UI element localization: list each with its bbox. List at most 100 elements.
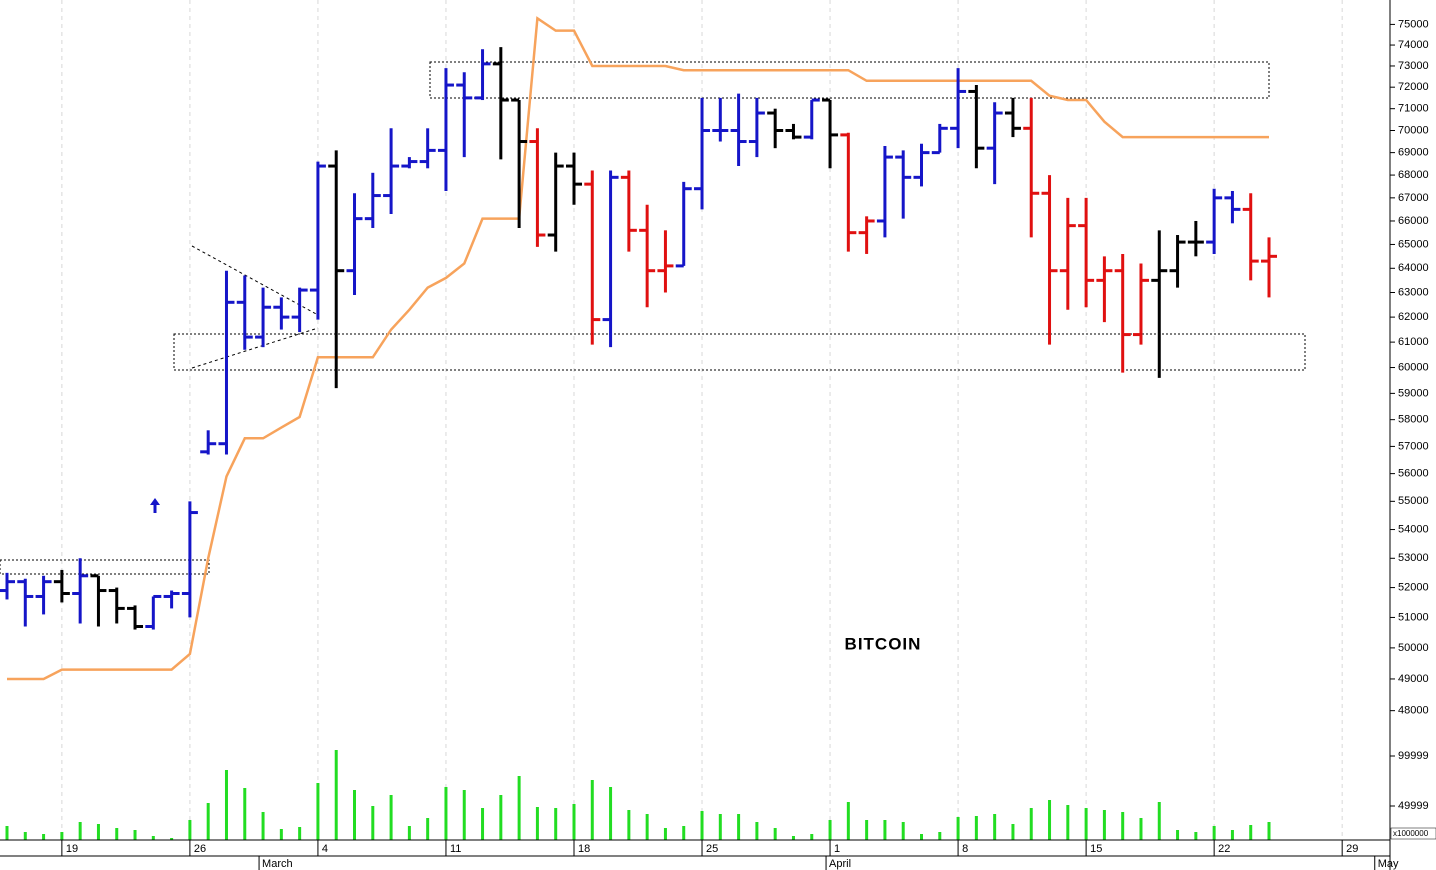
- ohlc-bar: [822, 98, 839, 169]
- ohlc-bar: [767, 108, 784, 149]
- ohlc-bar: [639, 204, 656, 308]
- ohlc-bar: [383, 128, 400, 215]
- ohlc-bar: [1078, 197, 1095, 308]
- ohlc-bar: [163, 590, 180, 609]
- x-tick-label: 4: [322, 843, 328, 855]
- y-tick-label: 57000: [1398, 440, 1429, 452]
- support-box: [173, 333, 1306, 371]
- ohlc-bar: [1041, 175, 1058, 345]
- ohlc-bar: [968, 85, 985, 169]
- ohlc-bar: [694, 97, 711, 210]
- ohlc-bar: [419, 128, 436, 169]
- ohlc-bar: [218, 270, 235, 455]
- ohlc-bar: [53, 569, 70, 603]
- ohlc-bar: [584, 170, 601, 345]
- ohlc-bar: [1169, 235, 1186, 288]
- x-tick-label: 1: [834, 843, 840, 855]
- ohlc-bar: [895, 150, 912, 219]
- ohlc-bar: [1004, 97, 1021, 138]
- y-tick-label: 54000: [1398, 523, 1429, 535]
- ohlc-bar: [840, 132, 857, 252]
- ohlc-bar: [730, 93, 747, 167]
- y-tick-label: 75000: [1398, 18, 1429, 30]
- buy-arrow: [150, 498, 160, 513]
- chart-title: BITCOIN: [845, 634, 922, 653]
- ohlc-bar: [200, 430, 217, 455]
- ohlc-bar: [17, 578, 34, 627]
- ohlc-bar: [364, 172, 381, 228]
- ohlc-bar: [547, 152, 564, 252]
- y-tick-label: 60000: [1398, 361, 1429, 373]
- ohlc-bar: [0, 572, 15, 600]
- y-tick-label: 70000: [1398, 124, 1429, 136]
- ohlc-bar: [565, 152, 582, 205]
- ohlc-bar: [1187, 220, 1204, 257]
- ohlc-bar: [1261, 237, 1278, 298]
- ohlc-bar: [1151, 230, 1168, 378]
- y-tick-label: 52000: [1398, 581, 1429, 593]
- ohlc-bar: [35, 575, 52, 615]
- ohlc-bar: [876, 145, 893, 238]
- y-tick-label: 49000: [1398, 673, 1429, 685]
- x-tick-label: 15: [1090, 843, 1102, 855]
- ohlc-bar: [675, 181, 692, 268]
- x-tick-label: 11: [450, 843, 461, 855]
- ohlc-bar: [1023, 97, 1040, 238]
- volume-tick-label: 99999: [1398, 750, 1429, 762]
- ohlc-bar: [181, 501, 198, 618]
- marks: [0, 16, 1278, 840]
- ohlc-bar: [712, 97, 729, 142]
- ohlc-bar: [950, 68, 967, 149]
- y-tick-label: 62000: [1398, 311, 1429, 323]
- ohlc-bar: [127, 605, 144, 630]
- y-tick-label: 56000: [1398, 468, 1429, 480]
- x-tick-label: 26: [194, 843, 206, 855]
- y-tick-label: 71000: [1398, 103, 1429, 115]
- x-tick-label: 22: [1218, 843, 1230, 855]
- ohlc-bar: [273, 297, 290, 330]
- y-tick-label: 51000: [1398, 611, 1429, 623]
- ohlc-bar: [437, 68, 454, 191]
- ohlc-bar: [931, 123, 948, 155]
- ohlc-bar: [511, 98, 528, 228]
- y-tick-label: 74000: [1398, 39, 1429, 51]
- ohlc-bar: [309, 161, 326, 320]
- x-tick-label: 25: [706, 843, 718, 855]
- volume-tick-label: 49999: [1398, 800, 1429, 812]
- ohlc-bar: [1206, 188, 1223, 254]
- y-tick-label: 64000: [1398, 262, 1429, 274]
- x-tick-label: 18: [578, 843, 590, 855]
- y-tick-label: 55000: [1398, 495, 1429, 507]
- ohlc-bar: [913, 143, 930, 187]
- y-tick-label: 63000: [1398, 286, 1429, 298]
- triangle-line: [191, 327, 319, 369]
- ohlc-bar: [1096, 256, 1113, 323]
- ohlc-bar: [474, 49, 491, 101]
- unit-box: [1390, 827, 1436, 840]
- ohlc-bar: [1059, 197, 1076, 310]
- x-tick-label: 29: [1346, 843, 1358, 855]
- ohlc-bar: [748, 97, 765, 158]
- ohlc-bar: [1224, 190, 1241, 224]
- ohlc-bar: [620, 170, 637, 252]
- ohlc-bar: [328, 150, 345, 389]
- month-label: March: [262, 858, 293, 870]
- y-tick-label: 72000: [1398, 81, 1429, 93]
- ohlc-bar: [456, 72, 473, 158]
- range-box: [0, 559, 210, 575]
- month-label: April: [829, 858, 851, 870]
- ohlc-bar: [255, 287, 272, 348]
- y-tick-label: 50000: [1398, 642, 1429, 654]
- ohlc-bar: [346, 193, 363, 295]
- y-tick-label: 61000: [1398, 336, 1429, 348]
- y-tick-label: 53000: [1398, 552, 1429, 564]
- y-tick-label: 48000: [1398, 705, 1429, 717]
- month-label: May: [1378, 858, 1399, 870]
- y-tick-label: 65000: [1398, 238, 1429, 250]
- y-tick-label: 59000: [1398, 387, 1429, 399]
- ohlc-bar: [529, 128, 546, 247]
- resistance-box: [429, 61, 1270, 99]
- y-tick-label: 73000: [1398, 60, 1429, 72]
- ohlc-bar: [236, 275, 253, 350]
